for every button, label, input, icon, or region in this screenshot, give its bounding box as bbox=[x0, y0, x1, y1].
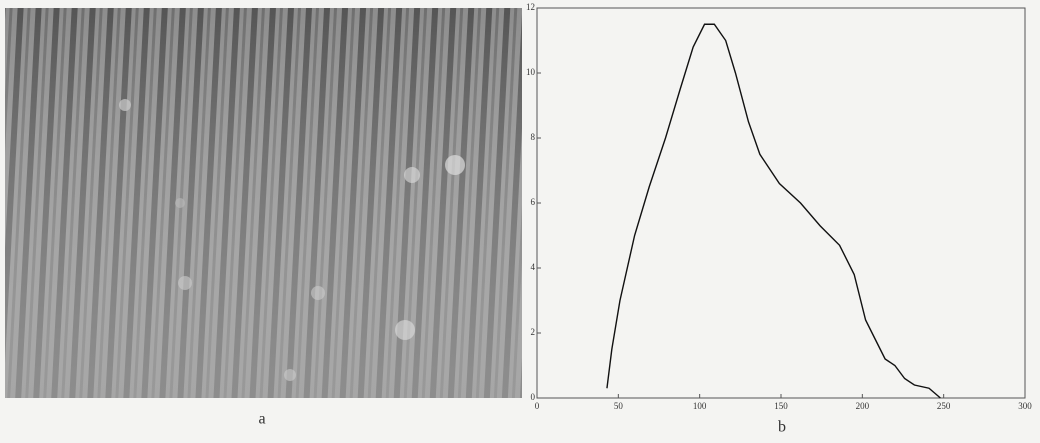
y-tick-label: 8 bbox=[531, 132, 536, 142]
y-tick-label: 12 bbox=[526, 2, 535, 12]
y-tick-label: 2 bbox=[531, 327, 536, 337]
chart-caption: b bbox=[778, 419, 786, 436]
x-tick-label: 250 bbox=[937, 401, 951, 411]
y-tick-label: 0 bbox=[531, 392, 536, 402]
x-tick-label: 150 bbox=[774, 401, 788, 411]
x-tick-label: 0 bbox=[535, 401, 540, 411]
y-tick-label: 10 bbox=[526, 67, 536, 77]
y-tick-label: 6 bbox=[531, 197, 536, 207]
image-caption: a bbox=[258, 411, 265, 428]
x-tick-label: 100 bbox=[693, 401, 707, 411]
micrograph bbox=[5, 8, 522, 398]
x-tick-label: 300 bbox=[1018, 401, 1032, 411]
x-tick-label: 50 bbox=[614, 401, 624, 411]
x-tick-label: 200 bbox=[856, 401, 870, 411]
y-tick-label: 4 bbox=[531, 262, 536, 272]
plot-frame bbox=[536, 7, 1026, 399]
line-series bbox=[606, 23, 941, 399]
